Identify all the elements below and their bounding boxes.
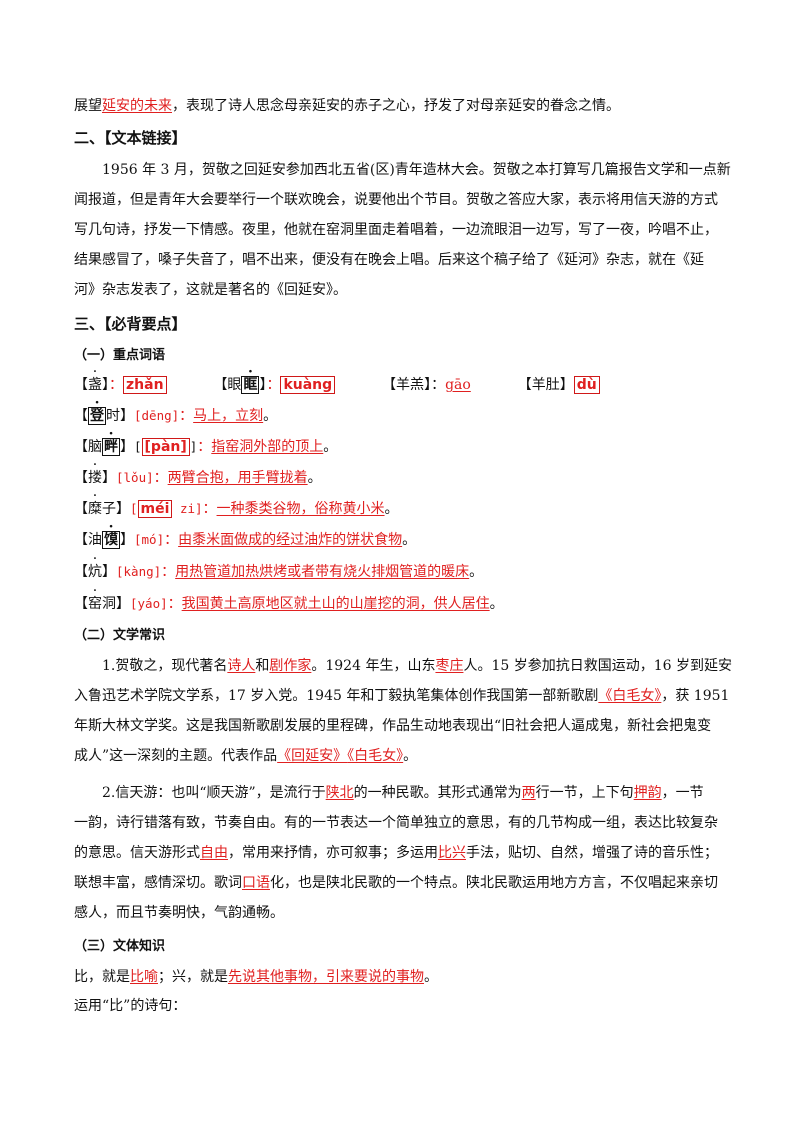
lit-p2-line-4: 联想丰富，感情深切。歌词口语化，也是陕北民歌的一个特点。陕北民歌运用地方方言，不… [74,875,718,891]
link-line-4: 结果感冒了，嗓子失音了，唱不出来，便没有在晚会上唱。后来这个稿子给了《延河》杂志… [74,252,704,268]
def-meizi: 一种黍类谷物，俗称黄小米 [216,501,385,517]
vocab-row-1: 【盏】：zhǎn 【眼眶】：kuàng 【羊羔】：gāo 【羊肚】dù [74,375,600,395]
hl-ziyou: 自由 [200,845,228,861]
vocab-char-kuang: 眶 [241,376,260,394]
intro-pre: 展望 [74,98,102,114]
hl-baimaonv-2: 《白毛女》 [347,748,404,764]
pinyin-kuang: kuàng [280,376,336,394]
genre-line-1: 比，就是比喻；兴，就是先说其他事物，引来要说的事物。 [74,969,438,985]
hl-playwright: 剧作家 [269,658,312,674]
pinyin-zhan: zhǎn [123,376,167,394]
vocab-char-pan: 畔 [102,438,120,456]
def-dengshi: 马上，立刻 [193,408,264,424]
vocab-char-lou: 搂 [88,470,102,486]
pinyin-du: dù [573,376,600,394]
genre-line-2: 运用“比”的诗句： [74,998,187,1014]
lit-p1-line-1: 1.贺敬之，现代著名诗人和剧作家。1924 年生，山东枣庄人。15 岁参加抗日救… [102,658,732,674]
vocab-char-zhan: 盏 [88,377,102,393]
hl-shanbei: 陕北 [325,785,354,801]
subsection-literature-title: （二）文学常识 [74,628,166,643]
hl-biyu: 比喻 [130,969,158,985]
intro-highlight: 延安的未来 [102,98,172,114]
intro-post: ，表现了诗人思念母亲延安的赤子之心，抒发了对母亲延安的眷念之情。 [172,98,620,114]
hl-bixing: 比兴 [438,845,466,861]
hl-xing-def: 先说其他事物，引来要说的事物 [228,969,424,985]
lit-p1-line-4: 成人”这一深刻的主题。代表作品《回延安》《白毛女》。 [74,748,418,764]
hl-liang: 两 [521,785,536,801]
vocab-youmo: 【油馍】[mó]：由黍米面做成的经过油炸的饼状食物。 [74,530,416,550]
lit-p2-line-5: 感人，而且节奏明快，气韵通畅。 [74,905,284,921]
lit-p2-line-2: 一韵，诗行错落有致，节奏自由。有的一节表达一个简单独立的意思，有的几节构成一组，… [74,815,718,831]
vocab-char-mo: 馍 [102,531,120,549]
intro-line: 展望延安的未来，表现了诗人思念母亲延安的赤子之心，抒发了对母亲延安的眷念之情。 [74,96,620,116]
hl-kouyu: 口语 [242,875,270,891]
lit-p1-line-3: 年斯大林文学奖。这是我国新歌剧发展的里程碑，作品生动地表现出“旧社会把人逼成鬼，… [74,718,712,734]
vocab-lou: 【搂】[lǒu]：两臂合抱，用手臂拢着。 [74,468,322,488]
hl-baimaonv: 《白毛女》 [598,688,662,704]
hl-yayun: 押韵 [633,785,662,801]
def-kang: 用热管道加热烘烤或者带有烧火排烟管道的暖床 [175,564,470,580]
def-naopan: 指窑洞外部的顶上 [211,439,324,455]
vocab-kang: 【炕】[kàng]：用热管道加热烘烤或者带有烧火排烟管道的暖床。 [74,562,483,582]
link-line-5: 河》杂志发表了，这就是著名的《回延安》。 [74,282,347,298]
vocab-naopan: 【脑畔】[[pàn]]：指窑洞外部的顶上。 [74,437,337,457]
link-line-3: 写几句诗，抒发一下情感。夜里，他就在窑洞里面走着唱着，一边流眼泪一边写，写了一夜… [74,222,718,238]
def-youmo: 由黍米面做成的经过油炸的饼状食物 [178,532,403,548]
lit-p2-line-3: 的意思。信天游形式自由，常用来抒情，亦可叙事；多运用比兴手法，贴切、自然，增强了… [74,845,718,861]
def-yaodong: 我国黄土高原地区就土山的山崖挖的洞，供人居住 [181,596,490,612]
hl-huiyanan: 《回延安》 [277,748,348,764]
def-lou: 两臂合抱，用手臂拢着 [167,470,308,486]
vocab-char-deng: 登 [88,407,106,425]
subsection-vocab-title: （一）重点词语 [74,348,166,363]
vocab-dengshi: 【登时】[dēng]：马上，立刻。 [74,406,277,426]
lit-p2-line-1: 2.信天游：也叫“顺天游”，是流行于陕北的一种民歌。其形式通常为两行一节，上下句… [102,785,704,801]
vocab-char-mei: 糜 [88,501,102,517]
vocab-meizi: 【糜子】[méi zi]：一种黍类谷物，俗称黄小米。 [74,499,399,519]
subsection-genre-title: （三）文体知识 [74,939,166,954]
hl-poet: 诗人 [227,658,256,674]
link-line-1: 1956 年 3 月，贺敬之回延安参加西北五省(区)青年造林大会。贺敬之本打算写… [102,162,731,178]
vocab-yaodong: 【窑洞】[yáo]：我国黄土高原地区就土山的山崖挖的洞，供人居住。 [74,594,504,614]
hl-zaozhuang: 枣庄 [435,658,464,674]
pinyin-mei: méi [137,500,173,518]
lit-p1-line-2: 入鲁迅艺术学院文学系，17 岁入党。1945 年和丁毅执笔集体创作我国第一部新歌… [74,688,730,704]
section-3-title: 三、【必背要点】 [74,315,187,333]
pinyin-pan: [pàn] [141,438,190,456]
link-line-2: 闻报道，但是青年大会要举行一个联欢晚会，说要他出个节目。贺敬之答应大家，表示将用… [74,192,718,208]
pinyin-gao: gāo [445,377,471,393]
vocab-char-yao: 窑 [88,596,102,612]
section-2-title: 二、【文本链接】 [74,129,187,147]
vocab-char-kang: 炕 [88,564,102,580]
